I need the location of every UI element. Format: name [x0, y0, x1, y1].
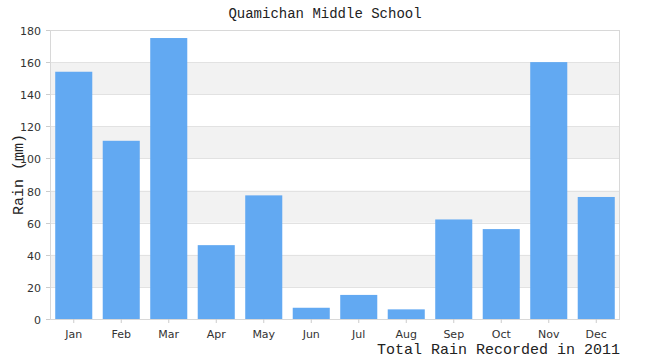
bars — [55, 38, 615, 319]
y-tick — [46, 126, 50, 127]
y-tick-label: 140 — [20, 89, 41, 102]
y-tick-label: 0 — [34, 314, 41, 327]
y-tick — [46, 30, 50, 31]
bar — [340, 295, 377, 319]
x-tick-label: Jan — [64, 328, 82, 341]
y-tick-label: 180 — [20, 25, 41, 38]
x-tick-label: Aug — [396, 328, 417, 341]
y-tick-label: 160 — [20, 57, 41, 70]
x-tick — [358, 319, 359, 323]
x-tick — [168, 319, 169, 323]
y-tick — [46, 191, 50, 192]
bar — [103, 141, 140, 319]
x-tick-label: Dec — [586, 328, 607, 341]
y-tick-label: 60 — [27, 218, 41, 231]
y-tick-label: 20 — [27, 282, 41, 295]
x-tick — [596, 319, 597, 323]
x-tick — [216, 319, 217, 323]
bar — [578, 197, 615, 319]
bar — [245, 195, 282, 319]
plot-frame — [51, 31, 620, 320]
y-tick-label: 80 — [27, 186, 41, 199]
bar — [150, 38, 187, 319]
y-tick — [46, 94, 50, 95]
x-tick-label: Mar — [158, 328, 179, 341]
x-tick — [548, 319, 549, 323]
x-tick — [501, 319, 502, 323]
bar — [435, 219, 472, 319]
chart-svg: 020406080100120140160180JanFebMarAprMayJ… — [0, 0, 650, 360]
y-tick — [46, 158, 50, 159]
y-axis-label: Rain (mm) — [11, 134, 28, 215]
x-tick — [311, 319, 312, 323]
bar — [483, 229, 520, 319]
y-tick-label: 40 — [27, 250, 41, 263]
y-tick — [46, 255, 50, 256]
bar — [530, 62, 567, 319]
x-axis-label: Total Rain Recorded in 2011 — [377, 342, 620, 359]
x-tick-label: Jul — [351, 328, 365, 341]
x-tick-label: Apr — [207, 328, 227, 341]
y-tick — [46, 287, 50, 288]
plot-background — [50, 30, 620, 319]
bar — [388, 309, 425, 319]
chart-container: 020406080100120140160180JanFebMarAprMayJ… — [0, 0, 650, 360]
x-tick — [263, 319, 264, 323]
x-tick-label: Oct — [492, 328, 512, 341]
x-tick-label: Nov — [538, 328, 560, 341]
bar — [293, 308, 330, 319]
x-tick-label: Feb — [112, 328, 131, 341]
x-tick — [73, 319, 74, 323]
y-tick — [46, 62, 50, 63]
y-tick — [46, 223, 50, 224]
x-tick — [406, 319, 407, 323]
x-tick — [121, 319, 122, 323]
y-tick-label: 120 — [20, 121, 41, 134]
bar — [198, 245, 235, 319]
x-tick — [453, 319, 454, 323]
y-tick — [46, 319, 50, 320]
x-tick-label: Jun — [302, 328, 320, 341]
chart-title: Quamichan Middle School — [228, 6, 421, 22]
x-tick-label: Sep — [443, 328, 464, 341]
bar — [55, 72, 92, 319]
x-tick-label: May — [252, 328, 275, 341]
